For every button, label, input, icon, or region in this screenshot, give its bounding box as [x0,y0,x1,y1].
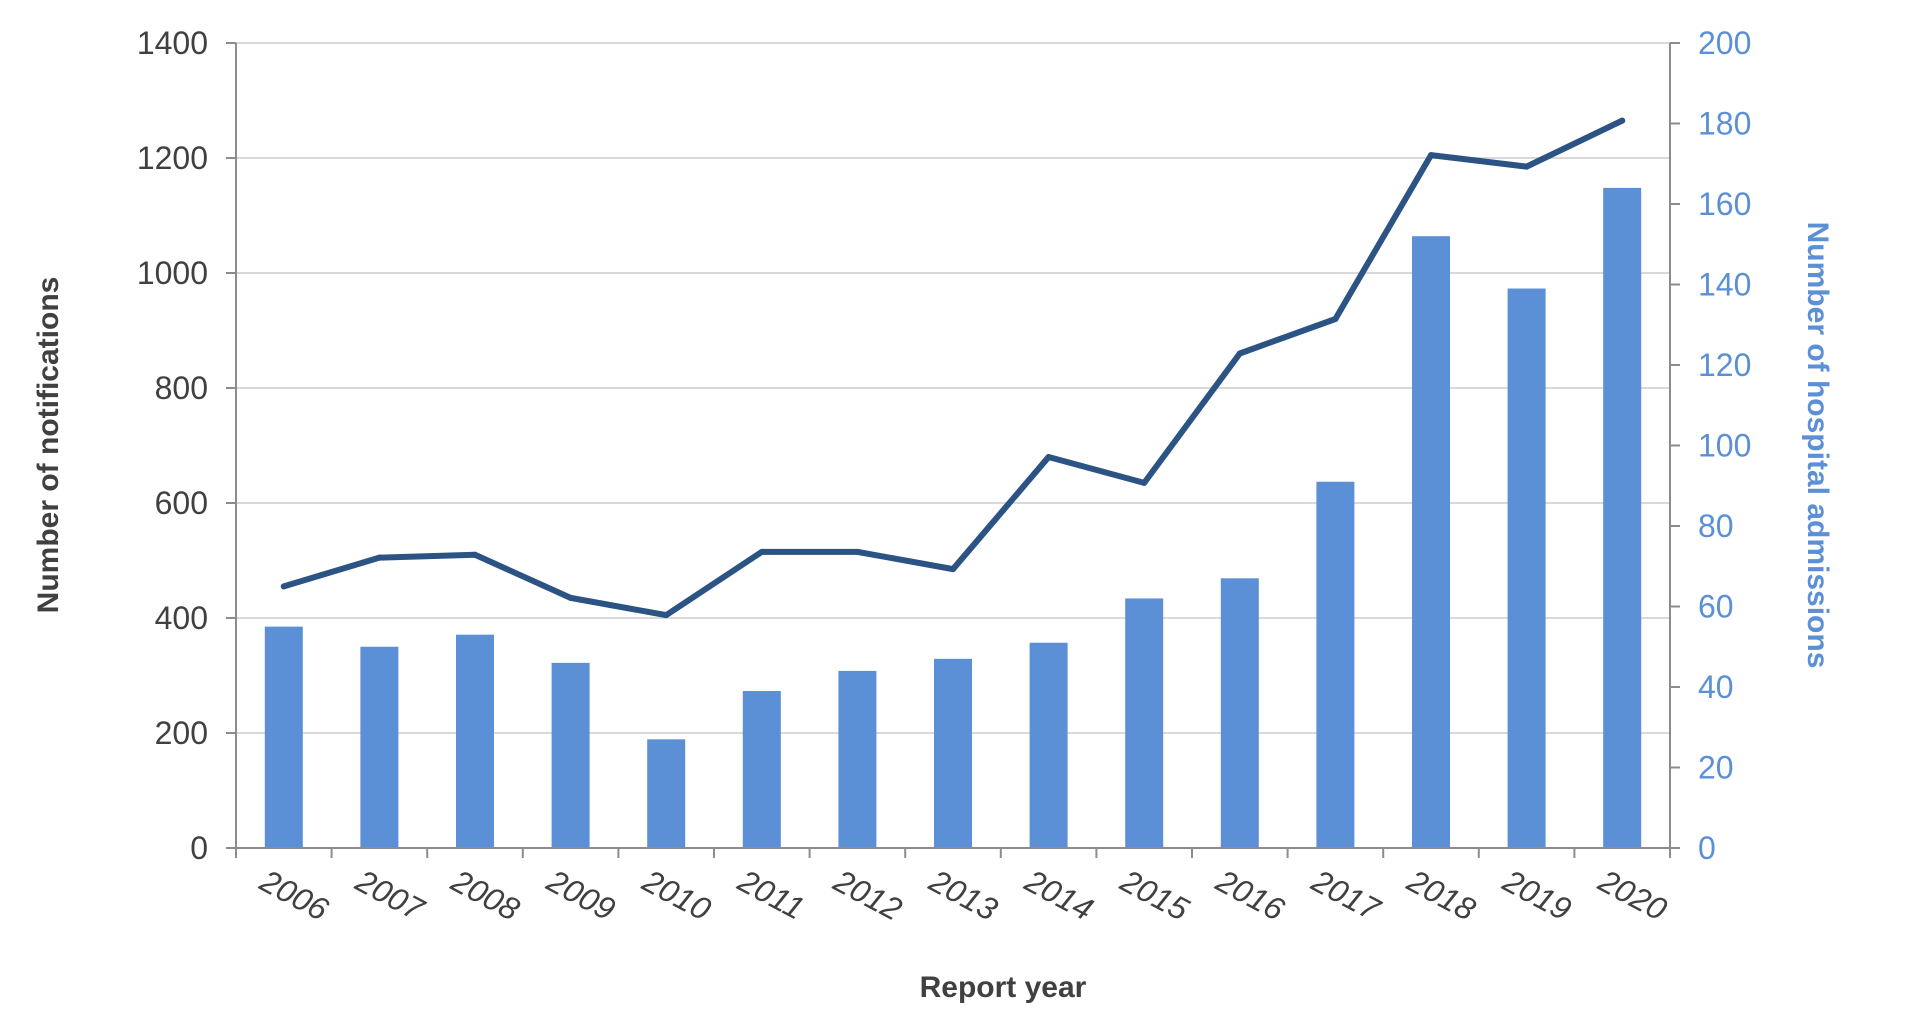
y-tick-label-right: 120 [1698,347,1751,383]
y-axis-title-left: Number of notifications [32,277,65,614]
x-tick-label: 2019 [1496,862,1577,928]
x-tick-label: 2014 [1018,862,1099,928]
y-tick-label-left: 200 [155,715,208,751]
line-point [1236,350,1243,357]
bar [1412,236,1450,848]
y-tick-label-right: 60 [1698,589,1734,625]
y-tick-label-left: 600 [155,485,208,521]
x-tick-label: 2015 [1114,862,1195,928]
y-tick-label-right: 100 [1698,428,1751,464]
bar [456,634,494,848]
line-point [376,554,383,561]
x-axis-title: Report year [920,971,1087,1004]
line-point [1428,152,1434,159]
bar [551,662,590,848]
line-point [472,551,478,558]
bar [1220,578,1259,848]
line-point [1523,163,1530,170]
y-tick-label-left: 800 [155,370,208,406]
x-tick-label: 2012 [827,862,908,928]
line-point [1045,454,1052,460]
y-tick-label-right: 200 [1698,25,1751,61]
y-tick-label-left: 0 [190,830,208,866]
y-tick-label-left: 1400 [137,25,208,61]
bar-series [264,187,1642,848]
x-tick-label: 2011 [732,862,811,927]
y-tick-label-right: 0 [1698,830,1716,866]
bar [1029,642,1068,848]
bar [647,739,686,848]
x-tick-label: 2008 [445,862,526,928]
y-tick-label-right: 160 [1698,186,1751,222]
line-point [663,612,670,619]
line-point [1619,117,1626,124]
x-tick-label: 2009 [540,862,621,928]
x-tick-label: 2010 [636,862,717,928]
bar [1316,481,1355,848]
y-tick-label-right: 40 [1698,669,1734,705]
y-tick-label-left: 1200 [137,140,208,176]
y-tick-label-right: 180 [1698,106,1751,142]
y-axis-title-right: Number of hospital admissions [1801,222,1834,669]
x-tick-label: 2006 [254,862,335,928]
bar [1603,187,1642,848]
bar [264,626,303,848]
x-tick-label: 2020 [1592,862,1673,928]
x-tick-label: 2017 [1305,862,1387,928]
bar [838,670,877,848]
y-tick-label-left: 1000 [137,255,208,291]
bar [1507,288,1546,848]
grid-lines [236,42,1670,734]
bar [742,691,781,848]
x-tick-label: 2018 [1401,862,1482,928]
line-point [950,566,956,573]
line-point [567,594,574,601]
line-point [280,583,287,590]
x-tick-label: 2016 [1210,862,1291,928]
axes [226,42,1680,858]
bar [1125,598,1164,848]
x-tick-label: 2013 [923,862,1004,928]
line-series [280,117,1626,619]
line-point [758,548,765,555]
y-tick-label-right: 80 [1698,508,1734,544]
line-point [854,548,861,555]
x-tick-label: 2007 [349,862,431,928]
y-tick-label-right: 140 [1698,267,1751,303]
y-tick-label-left: 400 [155,600,208,636]
line-point [1141,479,1148,486]
bar [360,646,399,848]
bar [934,658,972,848]
line-point [1332,316,1339,322]
y-tick-label-right: 20 [1698,750,1734,786]
